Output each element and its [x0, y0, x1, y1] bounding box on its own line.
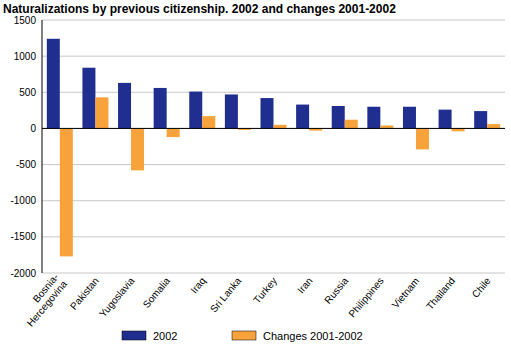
zero-line — [42, 128, 505, 129]
x-tick-label: Pakistan — [68, 275, 101, 311]
grid-line — [42, 20, 505, 21]
x-tick-label: Turkey — [251, 275, 279, 305]
x-tick-label: Yugoslavia — [97, 275, 137, 319]
bar — [95, 97, 108, 128]
x-tick-label: Bosnia-Hercegovina — [16, 271, 69, 328]
x-tick-label: Vietnam — [390, 275, 422, 310]
bar — [131, 128, 144, 170]
x-tick-label: Iraq — [188, 275, 208, 295]
y-tick-label: -500 — [16, 159, 36, 170]
legend-label: Changes 2001-2002 — [263, 330, 363, 342]
bar — [345, 120, 358, 129]
y-tick-label: 500 — [19, 87, 36, 98]
grid-line — [42, 56, 505, 57]
bar — [202, 116, 215, 128]
grid-line — [42, 92, 505, 93]
bar — [167, 128, 180, 137]
bars — [47, 39, 500, 257]
x-tick-label: Chile — [470, 275, 493, 300]
bar — [487, 124, 500, 128]
y-tick-label: 1000 — [14, 51, 37, 62]
bar — [154, 88, 167, 128]
bar — [367, 107, 380, 129]
x-tick-label: Sri Lanka — [208, 275, 244, 315]
bar — [274, 125, 287, 129]
chart: Naturalizations by previous citizenship.… — [0, 0, 511, 348]
bar — [403, 107, 416, 129]
bar — [474, 111, 487, 128]
grid-line — [42, 200, 505, 201]
grid-line — [42, 273, 505, 274]
x-tick-label: Somalia — [141, 275, 173, 310]
grid-line — [42, 236, 505, 237]
bar — [439, 110, 452, 129]
y-tick-label: -2000 — [10, 268, 36, 279]
bar — [332, 106, 345, 128]
x-tick-label: Thailand — [424, 275, 457, 311]
legend-swatch — [122, 331, 146, 340]
y-tick-label: 1500 — [14, 15, 37, 26]
bar — [296, 105, 309, 129]
bar — [47, 39, 60, 129]
y-tick-label: -1500 — [10, 231, 36, 242]
y-axis — [42, 20, 43, 273]
grid-line — [42, 164, 505, 165]
x-tick-label: Iran — [295, 275, 315, 295]
bar — [189, 92, 202, 129]
bar — [416, 128, 429, 149]
x-tick-label: Philippines — [346, 275, 386, 319]
bar — [225, 94, 238, 128]
bar — [118, 83, 131, 129]
bar — [60, 128, 73, 256]
x-tick-label: Russia — [322, 275, 350, 306]
bar — [261, 98, 274, 128]
legend-label: 2002 — [153, 330, 177, 342]
y-tick-label: 0 — [30, 123, 36, 134]
title: Naturalizations by previous citizenship.… — [3, 2, 396, 16]
y-tick-label: -1000 — [10, 195, 36, 206]
grid-line — [42, 128, 505, 129]
bar — [82, 68, 95, 129]
legend-swatch — [232, 331, 256, 340]
